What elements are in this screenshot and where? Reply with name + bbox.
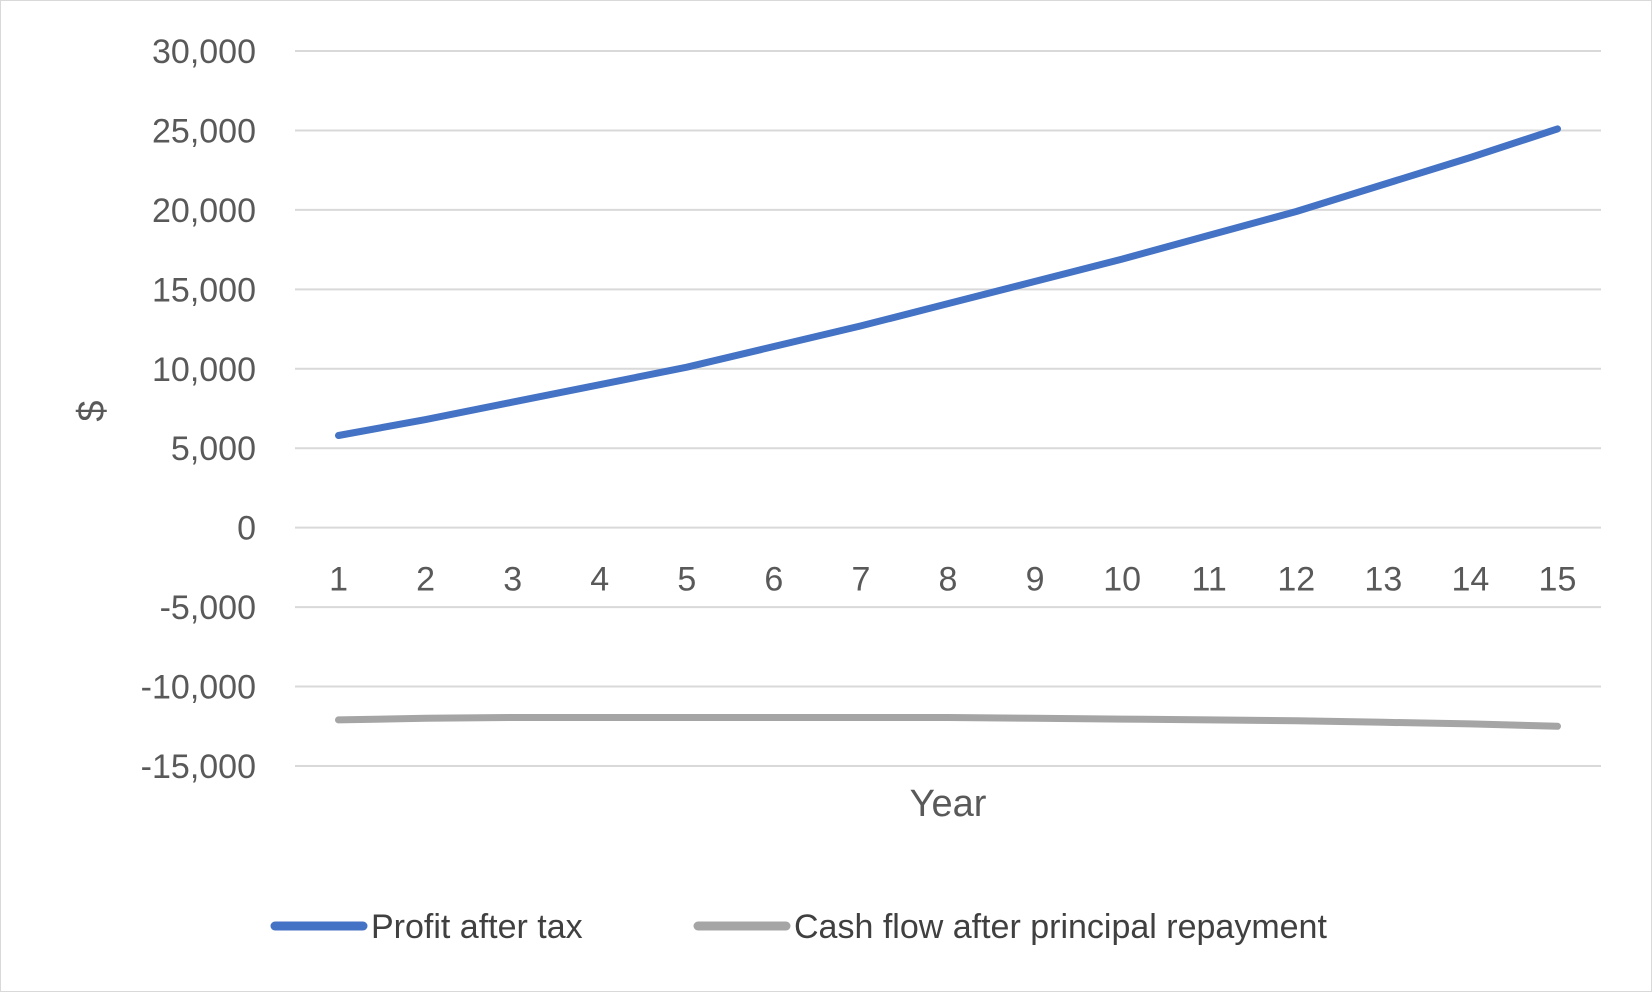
data-point xyxy=(1122,259,1123,260)
data-point xyxy=(1470,157,1471,158)
y-tick-label: -15,000 xyxy=(141,748,256,786)
data-point xyxy=(860,717,861,718)
x-axis-title: Year xyxy=(910,783,987,825)
data-point xyxy=(1296,211,1297,212)
y-axis-ticks: 30,000 25,000 20,000 15,000 10,000 5,000 0 -5,0… xyxy=(141,33,256,786)
data-point xyxy=(1296,720,1297,721)
legend-label: Cash flow after principal repayment xyxy=(794,908,1327,946)
data-point xyxy=(512,717,513,718)
gridlines xyxy=(295,50,1601,767)
y-tick-label: 0 xyxy=(237,510,256,548)
series-line-1 xyxy=(335,125,1561,439)
y-tick-label: -5,000 xyxy=(160,589,256,627)
data-point xyxy=(1557,726,1558,727)
x-tick-label: 5 xyxy=(677,561,696,599)
legend-label: Profit after tax xyxy=(371,908,583,946)
y-tick-label: 10,000 xyxy=(152,351,256,389)
data-point xyxy=(1035,281,1036,282)
data-point xyxy=(425,419,426,420)
data-point xyxy=(1470,723,1471,724)
data-point xyxy=(425,718,426,719)
data-point xyxy=(338,719,339,720)
y-tick-label: 25,000 xyxy=(152,112,256,150)
data-point xyxy=(1035,718,1036,719)
x-tick-label: 8 xyxy=(939,561,958,599)
y-axis-title: $ xyxy=(71,400,113,421)
data-point xyxy=(773,717,774,718)
y-tick-label: 15,000 xyxy=(152,271,256,309)
data-point xyxy=(338,435,339,436)
data-point xyxy=(686,367,687,368)
x-tick-label: 4 xyxy=(590,561,609,599)
data-point xyxy=(512,402,513,403)
x-tick-label: 10 xyxy=(1103,561,1141,599)
data-point xyxy=(773,346,774,347)
data-point xyxy=(1383,722,1384,723)
x-tick-label: 12 xyxy=(1277,561,1315,599)
x-tick-label: 9 xyxy=(1026,561,1045,599)
y-tick-label: -10,000 xyxy=(141,669,256,707)
data-point xyxy=(1383,184,1384,185)
legend: Profit after tax Cash flow after principa… xyxy=(270,908,1327,946)
data-point xyxy=(1209,235,1210,236)
data-point xyxy=(599,717,600,718)
data-point xyxy=(1557,128,1558,129)
x-tick-label: 3 xyxy=(503,561,522,599)
series-lines xyxy=(335,125,1561,730)
x-tick-label: 15 xyxy=(1539,561,1577,599)
x-tick-label: 13 xyxy=(1364,561,1402,599)
x-tick-label: 6 xyxy=(764,561,783,599)
y-tick-label: 20,000 xyxy=(152,192,256,230)
series-line-2 xyxy=(335,714,1561,730)
data-point xyxy=(1122,719,1123,720)
x-tick-label: 7 xyxy=(851,561,870,599)
data-point xyxy=(599,384,600,385)
x-tick-label: 14 xyxy=(1451,561,1489,599)
x-tick-label: 2 xyxy=(416,561,435,599)
data-point xyxy=(686,717,687,718)
y-tick-label: 5,000 xyxy=(171,430,256,468)
y-tick-label: 30,000 xyxy=(152,33,256,71)
data-point xyxy=(948,303,949,304)
x-tick-label: 1 xyxy=(329,561,348,599)
data-point xyxy=(948,717,949,718)
x-axis-ticks: 1 2 3 4 5 6 7 8 9 10 11 12 13 14 15 xyxy=(329,561,1576,599)
x-tick-label: 11 xyxy=(1192,561,1227,599)
data-point xyxy=(1209,719,1210,720)
data-point xyxy=(860,325,861,326)
